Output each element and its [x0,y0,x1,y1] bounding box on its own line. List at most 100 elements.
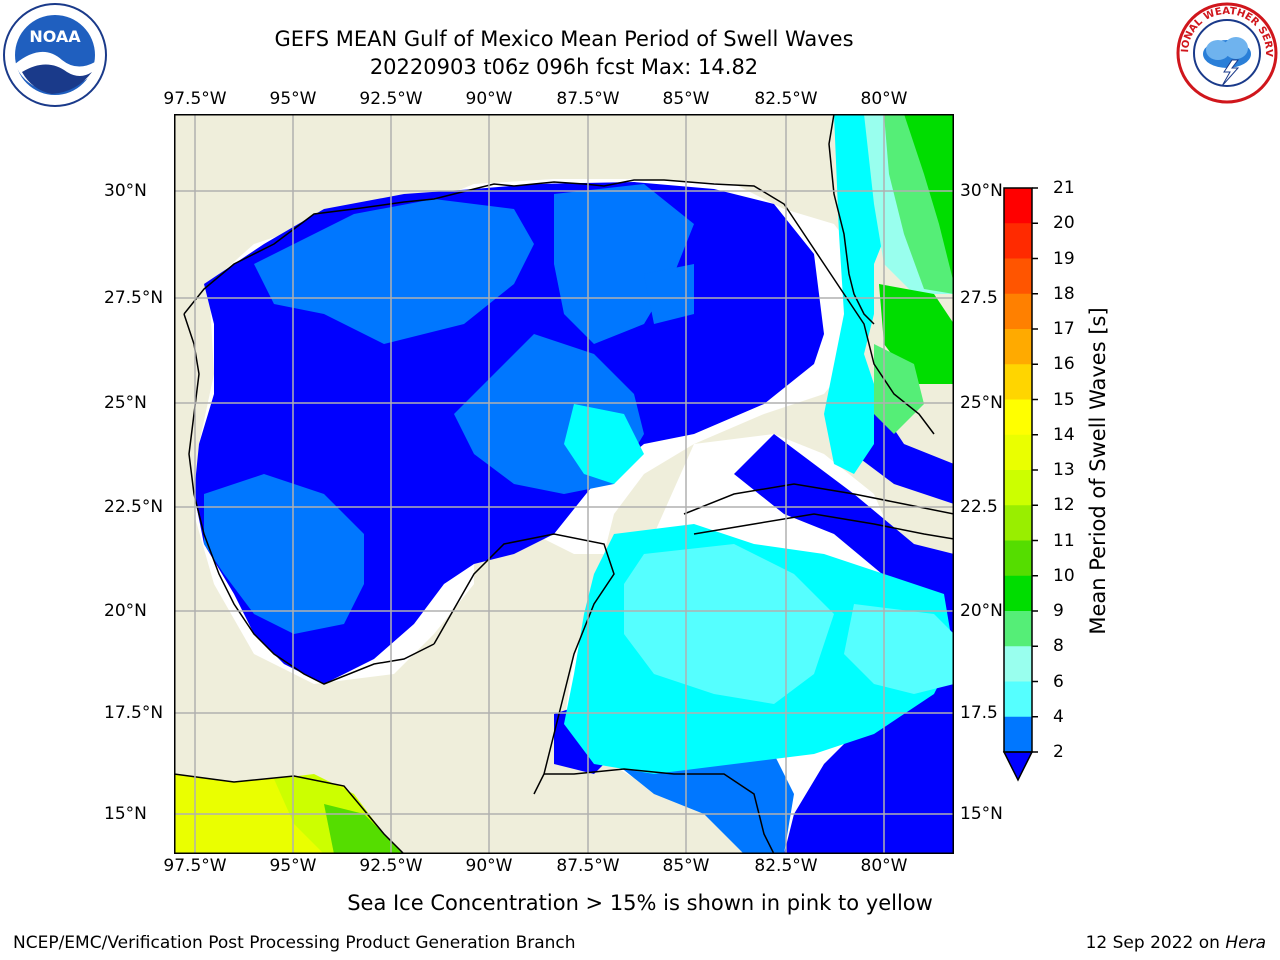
lat-tick-right: 25°N [960,393,1003,413]
lon-tick-top: 80°W [860,89,908,109]
colorbar-tick-label: 2 [1053,742,1064,762]
colorbar-segment [1004,716,1032,753]
lat-tick-right: 15°N [960,804,1003,824]
colorbar-tick-label: 21 [1053,178,1075,198]
colorbar-segment [1004,329,1032,365]
swell-zone-4-6s [644,264,694,324]
colorbar-tick-label: 9 [1053,601,1064,621]
lon-tick-bottom: 80°W [860,856,908,876]
colorbar-segments [1004,188,1032,753]
coastline-gulf [183,179,935,435]
lon-tick-top: 85°W [662,89,710,109]
lon-tick-top: 97.5°W [163,89,227,109]
lat-tick-left: 30°N [104,181,147,201]
colorbar-tick-label: 20 [1053,213,1075,234]
colorbar-tick-marks [1032,187,1038,753]
colorbar-tick-label: 16 [1053,354,1075,375]
swell-zone-6-8s [564,404,644,484]
lon-tick-top: 95°W [269,89,317,109]
lon-tick-top: 87.5°W [556,89,620,109]
swell-zone-9-10s [874,344,924,434]
coastline-mexico-west [183,313,435,685]
colorbar-segment [1004,575,1032,612]
noaa-logo-text: NOAA [29,27,81,46]
lat-tick-right: 27.5 [960,288,998,308]
lat-tick-left: 20°N [104,601,147,621]
credit-text: NCEP/EMC/Verification Post Processing Pr… [13,933,576,953]
colorbar-segment [1004,293,1032,330]
swell-zone-2-4s [734,434,954,854]
timestamp-host: Hera [1225,933,1266,953]
colorbar-tick-label: 4 [1053,706,1064,727]
coastlines [174,114,954,854]
colorbar-tick-label: 19 [1053,248,1075,269]
swell-zone-8-9s [844,604,954,694]
coastline-cuba-south [693,513,954,540]
colorbar-tick-label: 11 [1053,530,1075,551]
colorbar-tick-label: 15 [1053,389,1075,410]
colorbar-extend-arrow [1002,751,1034,782]
lat-tick-left: 25°N [104,393,147,413]
colorbar-segment [1004,505,1032,541]
lon-tick-bottom: 82.5°W [754,856,818,876]
lon-tick-top: 82.5°W [754,89,818,109]
colorbar-tick-label: 18 [1053,283,1075,304]
noaa-logo: NOAA [3,3,107,107]
colorbar [1002,187,1038,782]
coastline-yucatan [433,533,615,795]
swell-period-map [174,114,954,854]
colorbar-segment [1004,223,1032,259]
swell-zone-4-6s [554,184,694,344]
lon-tick-bottom: 90°W [465,856,513,876]
colorbar-label: Mean Period of Swell Waves [s] [1086,307,1110,635]
lat-tick-left: 22.5°N [104,497,164,517]
swell-zone-4-6s [254,199,534,344]
coastline-pacific [174,773,405,854]
colorbar-tick-label: 17 [1053,319,1075,339]
lat-tick-right: 22.5 [960,497,998,517]
colorbar-tick-label: 13 [1053,460,1075,480]
lon-tick-top: 90°W [465,89,513,109]
graticule [174,114,954,854]
lat-tick-right: 17.5 [960,703,998,723]
colorbar-segment [1004,681,1032,718]
lon-tick-bottom: 85°W [662,856,710,876]
lat-tick-left: 17.5°N [104,703,164,723]
coastline-cuba [683,483,954,515]
lon-tick-top: 92.5°W [359,89,423,109]
colorbar-segment [1004,470,1032,506]
lon-tick-bottom: 95°W [269,856,317,876]
colorbar-segment [1004,188,1032,224]
lon-tick-bottom: 97.5°W [163,856,227,876]
colorbar-tick-label: 6 [1053,671,1064,692]
colorbar-tick-label: 8 [1053,636,1064,657]
map-subtitle: 20220903 t06z 096h fcst Max: 14.82 [369,55,759,79]
lon-tick-bottom: 92.5°W [359,856,423,876]
lat-tick-left: 15°N [104,804,147,824]
map-frame [174,114,954,854]
colorbar-tick-label: 10 [1053,565,1075,586]
colorbar-tick-label: 14 [1053,424,1075,445]
lat-tick-left: 27.5°N [104,288,164,308]
swell-zone-4-6s [204,474,364,634]
lat-tick-right: 20°N [960,601,1003,621]
colorbar-tick-label: 12 [1053,495,1075,516]
colorbar-segment [1004,646,1032,682]
nws-logo: NATIONAL WEATHER SERVICE [1176,2,1278,104]
lat-tick-right: 30°N [960,181,1003,201]
coastline-florida [828,114,875,325]
timestamp-on: on [1198,933,1220,953]
colorbar-segment [1004,540,1032,577]
lon-tick-bottom: 87.5°W [556,856,620,876]
sea-ice-note: Sea Ice Concentration > 15% is shown in … [347,891,933,915]
colorbar-segment [1004,399,1032,436]
swell-zone-11-12s [324,804,404,854]
timestamp-date: 12 Sep 2022 [1085,933,1194,953]
colorbar-segment [1004,434,1032,471]
coastline-central-america [544,768,775,854]
map-title: GEFS MEAN Gulf of Mexico Mean Period of … [274,27,854,51]
swell-zone-10-11s [904,114,954,284]
swell-zone-8-9s [624,544,834,704]
colorbar-segment [1004,258,1032,295]
colorbar-segment [1004,611,1032,647]
